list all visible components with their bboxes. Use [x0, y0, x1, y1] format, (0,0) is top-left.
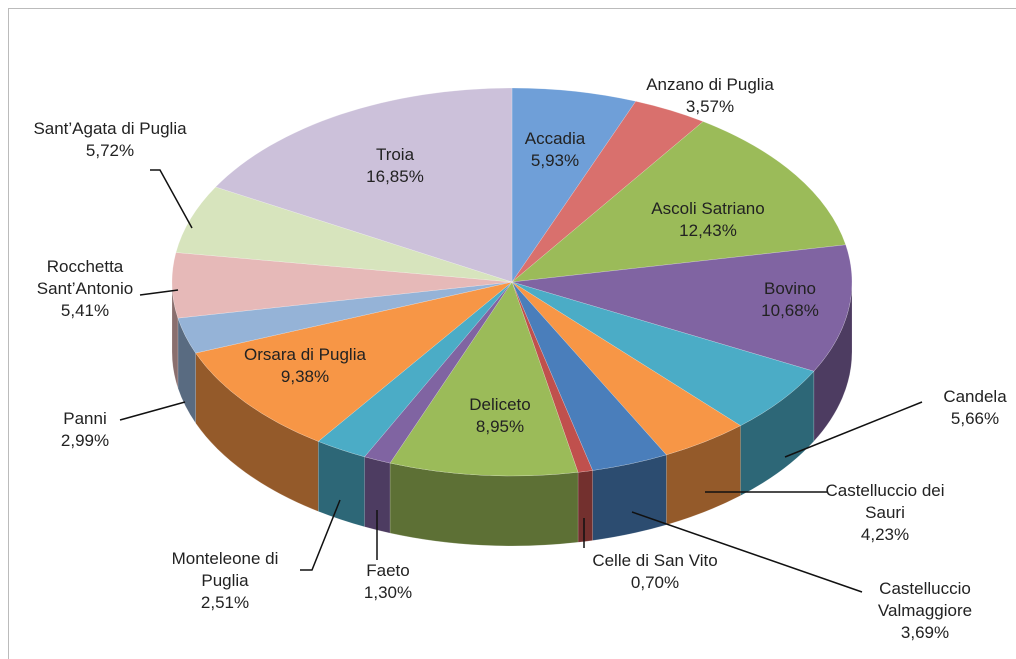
- slice: [511, 121, 847, 283]
- leader-line: [300, 499, 341, 571]
- slice-name: Accadia: [524, 129, 586, 148]
- slice-label: Castelluccio dei Sauri 4,23%: [810, 480, 960, 546]
- slice-name: Panni: [63, 409, 107, 428]
- slice-label: Panni 2,99%: [25, 408, 145, 452]
- slice: [511, 281, 815, 426]
- slice-name: Bovino: [764, 279, 816, 298]
- slice-name: Castelluccio dei Sauri: [825, 481, 945, 522]
- slice-label: Monteleone di Puglia 2,51%: [150, 548, 300, 614]
- leader-line: [631, 511, 863, 593]
- chart-border: [8, 8, 1016, 659]
- slice-value: 5,66%: [950, 409, 1000, 428]
- slice-name: Castelluccio Valmaggiore: [877, 579, 973, 620]
- slice-value: 3,69%: [900, 623, 950, 642]
- slice: [171, 252, 513, 319]
- slice: [364, 281, 513, 464]
- slice-value: 5,72%: [85, 141, 135, 160]
- slice-label: Bovino 10,68%: [680, 278, 900, 322]
- leader-line: [150, 169, 193, 229]
- slice: [511, 101, 704, 283]
- slice-name: Deliceto: [469, 395, 531, 414]
- slice-side: [577, 470, 593, 543]
- slice-label: Faeto 1,30%: [328, 560, 448, 604]
- slice-value: 5,93%: [530, 151, 580, 170]
- slice-value: 4,23%: [860, 525, 910, 544]
- slice-name: Rocchetta Sant’Antonio: [36, 257, 134, 298]
- slice-label: Celle di San Vito 0,70%: [545, 550, 765, 594]
- slice: [195, 281, 513, 442]
- slice-name: Faeto: [366, 561, 410, 580]
- slice-label: Deliceto 8,95%: [390, 394, 610, 438]
- slice-value: 9,38%: [280, 367, 330, 386]
- slice-label: Orsara di Puglia 9,38%: [195, 344, 415, 388]
- slice-label: Sant’Agata di Puglia 5,72%: [0, 118, 220, 162]
- slice: [175, 186, 513, 283]
- slice-name: Candela: [943, 387, 1007, 406]
- slice-value: 12,43%: [679, 221, 737, 240]
- slice-value: 2,99%: [60, 431, 110, 450]
- slice-name: Celle di San Vito: [592, 551, 718, 570]
- slice-label: Rocchetta Sant’Antonio 5,41%: [20, 256, 150, 322]
- slice-value: 16,85%: [366, 167, 424, 186]
- slice-value: 0,70%: [630, 573, 680, 592]
- slice-name: Troia: [375, 145, 415, 164]
- slice-value: 1,30%: [363, 583, 413, 602]
- slice-label: Ascoli Satriano 12,43%: [598, 198, 818, 242]
- slice-value: 8,95%: [475, 417, 525, 436]
- slice-name: Ascoli Satriano: [651, 199, 765, 218]
- slice: [511, 281, 593, 473]
- slice-value: 2,51%: [200, 593, 250, 612]
- slice-value: 5,41%: [60, 301, 110, 320]
- slice: [511, 87, 637, 283]
- slice: [511, 281, 667, 471]
- slice-name: Anzano di Puglia: [646, 75, 774, 94]
- slice: [317, 281, 513, 458]
- slice: [511, 244, 853, 372]
- slice-label: Troia 16,85%: [285, 144, 505, 188]
- slice-value: 3,57%: [685, 97, 735, 116]
- slice: [215, 87, 513, 283]
- slice-label: Castelluccio Valmaggiore 3,69%: [860, 578, 990, 644]
- slice: [511, 281, 742, 456]
- slice-label: Candela 5,66%: [915, 386, 1016, 430]
- leader-line: [139, 289, 179, 296]
- slice: [177, 281, 513, 354]
- slice-label: Accadia 5,93%: [445, 128, 665, 172]
- slice-label: Anzano di Puglia 3,57%: [600, 74, 820, 118]
- slice-value: 10,68%: [761, 301, 819, 320]
- slice-name: Sant’Agata di Puglia: [33, 119, 187, 138]
- leader-line: [784, 401, 923, 458]
- slice-name: Orsara di Puglia: [244, 345, 366, 364]
- slice-name: Monteleone di Puglia: [171, 549, 279, 590]
- leader-line: [119, 401, 186, 421]
- slice: [389, 281, 579, 477]
